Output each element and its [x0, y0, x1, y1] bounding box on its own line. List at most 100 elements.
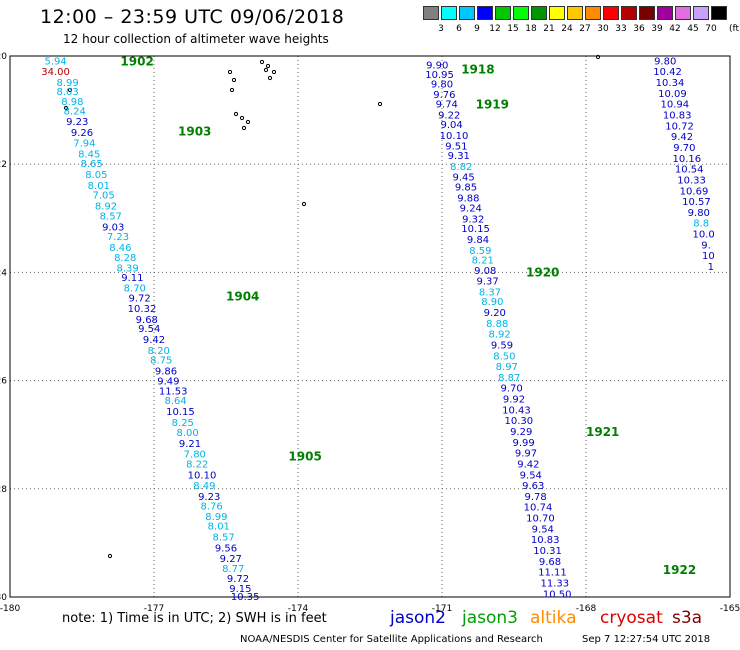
wave-height-value: 8.25: [172, 418, 194, 429]
wave-height-value: 10.69: [680, 186, 709, 197]
island-marker: [239, 115, 245, 121]
wave-height-value: 9.49: [157, 377, 179, 388]
wave-height-value: 9.85: [455, 182, 477, 193]
wave-height-value: 8.92: [488, 330, 510, 341]
legend-jason3: jason3: [462, 608, 518, 628]
colorbar-label: 24: [561, 24, 573, 34]
x-tick-label: -165: [720, 604, 740, 614]
wave-height-value: 9.78: [524, 492, 546, 503]
wave-height-value: 10.54: [675, 165, 704, 176]
wave-height-value: 9.26: [71, 128, 93, 139]
wave-height-value: 10.83: [663, 111, 692, 122]
wave-height-value: 7.23: [107, 232, 129, 243]
colorbar-swatch: [531, 6, 547, 20]
pass-number-label: 1904: [226, 290, 259, 304]
colorbar-label: 45: [687, 24, 699, 34]
colorbar-label: 18: [525, 24, 537, 34]
wave-height-value: 5.94: [44, 56, 66, 67]
colorbar-swatch: [657, 6, 673, 20]
colorbar-swatch: [639, 6, 655, 20]
wave-height-value: 9.86: [155, 366, 177, 377]
colorbar-label: 15: [507, 24, 519, 34]
y-tick-label: -30: [0, 593, 7, 603]
plot-frame: [9, 55, 731, 598]
wave-height-value: 7.94: [73, 139, 95, 150]
wave-height-value: 8.87: [498, 373, 520, 384]
island-marker: [259, 59, 265, 65]
colorbar-label: 42: [669, 24, 681, 34]
footer-timestamp: Sep 7 12:27:54 UTC 2018: [582, 634, 711, 645]
wave-height-value: 8.05: [85, 170, 107, 181]
wave-height-value: 8.98: [61, 97, 83, 108]
colorbar-swatch: [477, 6, 493, 20]
wave-height-value: 7.80: [184, 450, 206, 461]
wave-height-value: 9.80: [654, 56, 676, 67]
wave-height-value: 8.57: [212, 532, 234, 543]
island-marker: [63, 105, 69, 111]
wave-height-value: 9.29: [510, 427, 532, 438]
wave-height-value: 9.80: [688, 208, 710, 219]
wave-height-value: 10.31: [533, 546, 562, 557]
wave-height-value: 10.74: [524, 503, 553, 514]
wave-height-value: 9.15: [229, 584, 251, 595]
pass-number-label: 1919: [476, 98, 509, 112]
wave-height-value: 9.: [701, 240, 711, 251]
colorbar-units: (ft): [729, 24, 740, 34]
wave-height-value: 8.37: [479, 287, 501, 298]
island-marker: [377, 101, 383, 107]
wave-height-value: 9.72: [128, 293, 150, 304]
island-marker: [227, 69, 233, 75]
colorbar-label: 6: [456, 24, 462, 34]
pass-number-label: 1918: [461, 63, 494, 77]
wave-height-value: 9.45: [452, 173, 474, 184]
legend-jason2: jason2: [390, 608, 446, 628]
y-tick-label: -26: [0, 377, 7, 387]
wave-height-value: 10.0: [692, 230, 714, 241]
wave-height-value: 11.53: [159, 386, 188, 397]
wave-height-value: 10.83: [531, 535, 560, 546]
wave-height-value: 8.59: [469, 246, 491, 257]
island-marker: [229, 87, 235, 93]
wave-height-value: 9.99: [512, 438, 534, 449]
wave-height-value: 9.22: [438, 111, 460, 122]
wave-height-value: 8.57: [100, 212, 122, 223]
island-marker: [267, 75, 273, 81]
colorbar-label: 39: [651, 24, 663, 34]
wave-height-value: 9.63: [522, 481, 544, 492]
wave-height-value: 11.33: [540, 578, 569, 589]
wave-height-value: 9.42: [671, 132, 693, 143]
x-tick-label: -174: [288, 604, 309, 614]
colorbar-swatch: [585, 6, 601, 20]
wave-height-value: 9.24: [460, 204, 482, 215]
wave-height-value: 8.99: [56, 78, 78, 89]
wave-height-value: 9.80: [431, 80, 453, 91]
chart-title: 12:00 – 23:59 UTC 09/06/2018: [40, 6, 345, 28]
wave-height-value: 8.76: [200, 502, 222, 513]
x-tick-label: -180: [0, 604, 20, 614]
wave-height-value: 10.43: [502, 405, 531, 416]
wave-height-value: 8.21: [472, 255, 494, 266]
wave-height-value: 9.08: [474, 266, 496, 277]
pass-number-label: 1922: [663, 563, 696, 577]
wave-height-value: 9.54: [520, 470, 542, 481]
colorbar-swatch: [675, 6, 691, 20]
colorbar-swatch: [567, 6, 583, 20]
x-tick-label: -171: [432, 604, 452, 614]
wave-height-value: 10.30: [504, 416, 533, 427]
wave-height-value: 8.92: [95, 201, 117, 212]
wave-height-value: 8.01: [88, 181, 110, 192]
wave-height-value: 10.33: [677, 175, 706, 186]
colorbar-swatch: [711, 6, 727, 20]
island-marker: [107, 553, 113, 559]
wave-height-value: 7.05: [92, 191, 114, 202]
wave-height-value: 9.97: [515, 449, 537, 460]
wave-height-value: 8.99: [205, 512, 227, 523]
colorbar-swatch: [549, 6, 565, 20]
pass-number-label: 1905: [288, 449, 321, 463]
island-marker: [245, 119, 251, 125]
wave-height-value: 9.31: [448, 151, 470, 162]
wave-height-value: 9.84: [467, 235, 489, 246]
wave-height-value: 9.70: [500, 384, 522, 395]
wave-height-value: 8.46: [109, 243, 131, 254]
